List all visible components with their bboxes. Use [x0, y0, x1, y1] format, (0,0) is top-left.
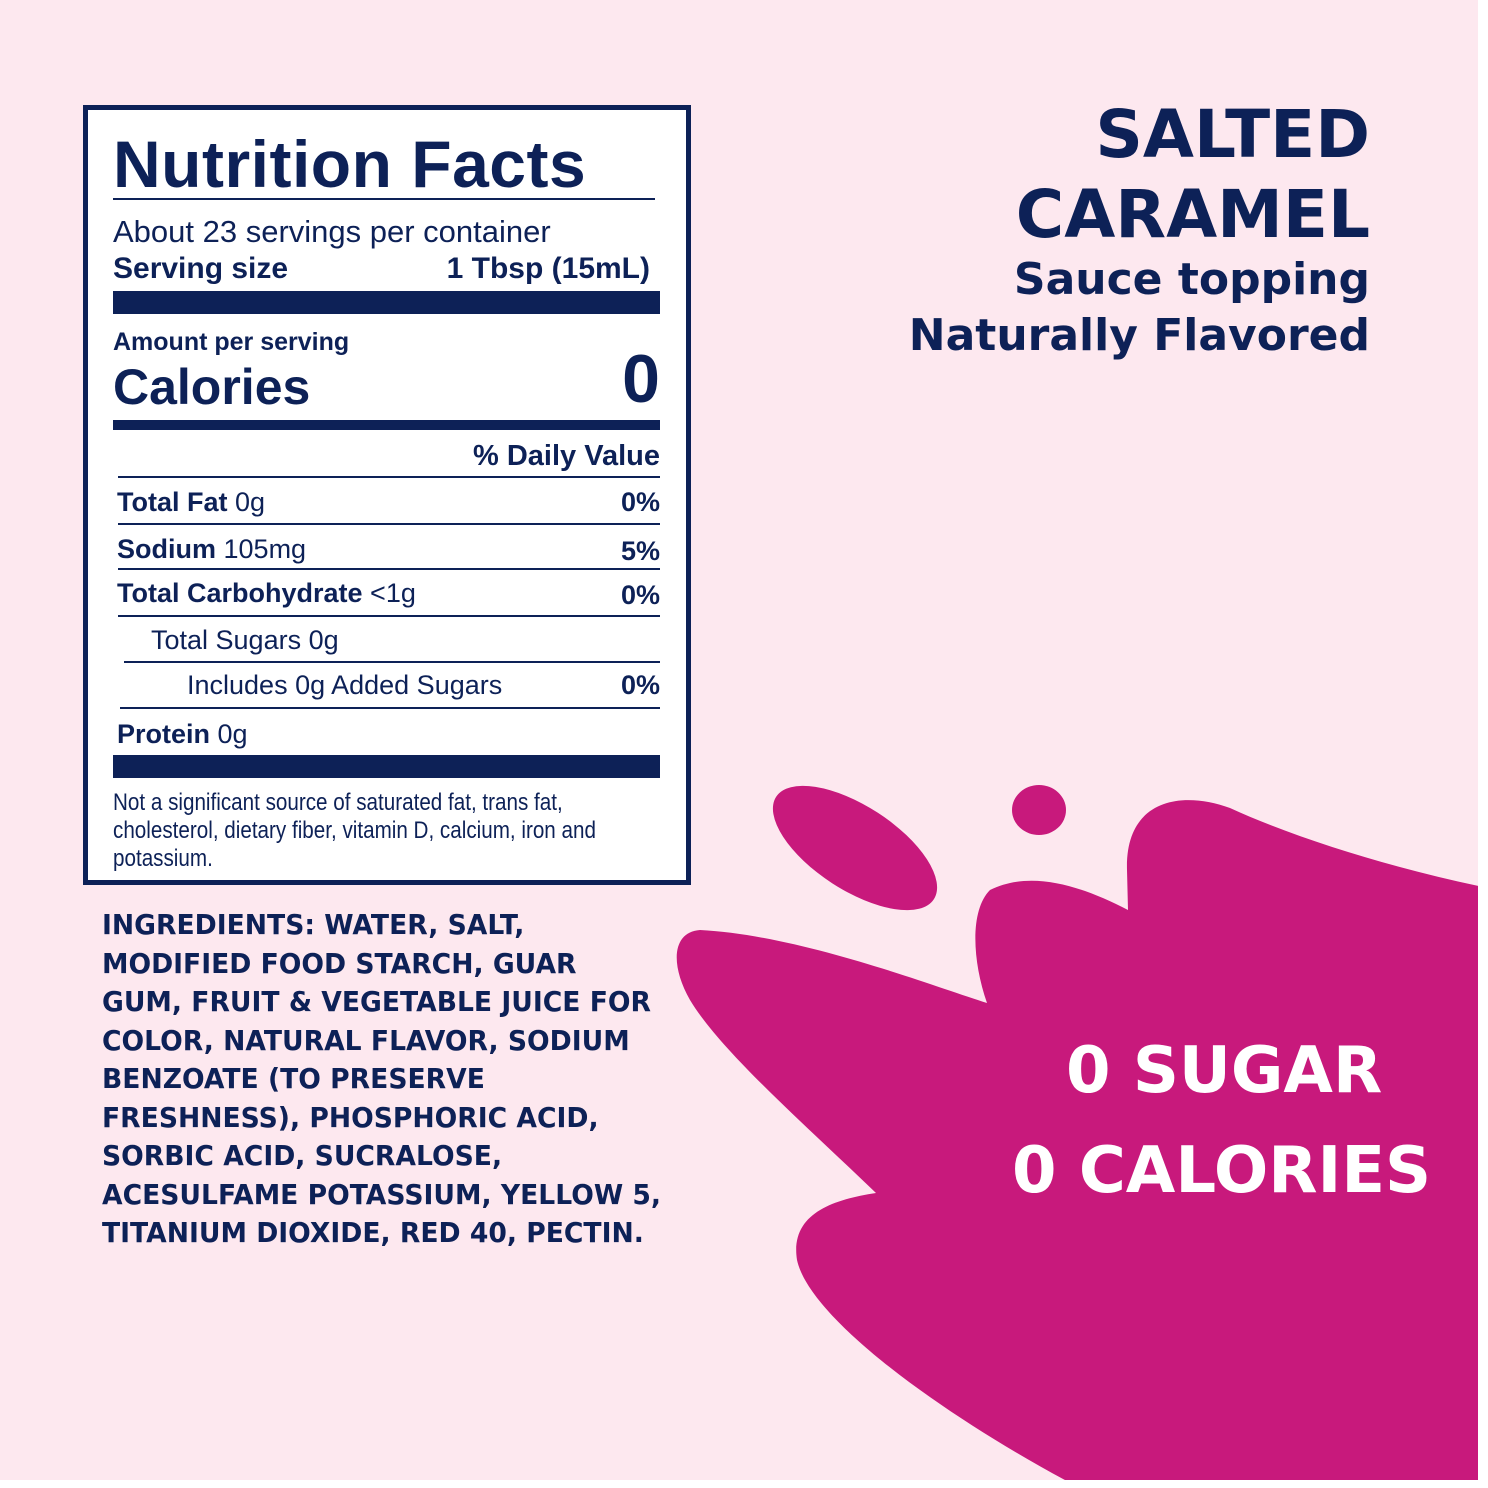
servings-per-container: About 23 servings per container [113, 214, 551, 249]
divider [118, 476, 660, 478]
nutrition-title: Nutrition Facts [113, 127, 587, 201]
divider [113, 198, 655, 200]
serving-size-value: 1 Tbsp (15mL) [446, 252, 650, 285]
divider [120, 707, 660, 709]
nutrient-row-total-carbohydrate: Total Carbohydrate <1g [117, 578, 416, 608]
nutrition-facts-panel: Nutrition Facts About 23 servings per co… [83, 105, 691, 885]
nutrient-row-protein: Protein 0g [117, 719, 248, 749]
claim-zero-sugar: 0 SUGAR [1066, 1034, 1383, 1108]
ingredients-line: GUM, FRUIT & VEGETABLE JUICE FOR [102, 985, 651, 1018]
divider [124, 661, 660, 663]
splash-blob [676, 800, 1478, 1480]
footnote-line: cholesterol, dietary fiber, vitamin D, c… [113, 817, 596, 844]
nutrient-row-sodium: Sodium 105mg [117, 534, 307, 564]
ingredients-line: TITANIUM DIOXIDE, RED 40, PECTIN. [102, 1216, 644, 1249]
calories-label: Calories [113, 359, 311, 415]
product-descriptor: Sauce topping [1013, 254, 1370, 305]
serving-size-label: Serving size [113, 252, 289, 285]
splash-drop-oval [772, 785, 938, 911]
dv-sodium: 5% [620, 536, 660, 566]
ingredients-line: COLOR, NATURAL FLAVOR, SODIUM [102, 1024, 630, 1057]
dv-total-fat: 0% [620, 487, 660, 517]
nutrient-row-total-fat: Total Fat 0g [117, 487, 266, 517]
product-flavor-note: Naturally Flavored [908, 310, 1370, 361]
nutrient-row-added-sugars: Includes 0g Added Sugars [187, 670, 503, 700]
footnote-line: Not a significant source of saturated fa… [113, 789, 563, 816]
thick-divider [113, 755, 660, 778]
daily-value-header: % Daily Value [473, 440, 660, 472]
dv-total-carbohydrate: 0% [620, 580, 660, 610]
footnote-line: potassium. [113, 845, 213, 872]
claim-zero-calories: 0 CALORIES [1012, 1134, 1432, 1208]
ingredients-line: ACESULFAME POTASSIUM, YELLOW 5, [102, 1178, 662, 1211]
ingredients-line: BENZOATE (TO PRESERVE [102, 1062, 485, 1095]
divider [118, 568, 660, 570]
divider [118, 615, 660, 617]
thick-divider [113, 291, 660, 314]
amount-per-serving: Amount per serving [113, 328, 350, 356]
ingredients-line: INGREDIENTS: WATER, SALT, [102, 908, 525, 941]
medium-divider [113, 420, 660, 430]
product-name-line2: CARAMEL [1015, 176, 1370, 253]
nutrient-row-total-sugars: Total Sugars 0g [151, 625, 339, 655]
ingredients-line: SORBIC ACID, SUCRALOSE, [102, 1139, 503, 1172]
ingredients-line: FRESHNESS), PHOSPHORIC ACID, [102, 1101, 599, 1134]
divider [118, 523, 660, 525]
product-name-line1: SALTED [1095, 96, 1370, 173]
dv-added-sugars: 0% [620, 670, 660, 700]
ingredients-line: MODIFIED FOOD STARCH, GUAR [102, 947, 577, 980]
splash-drop-dot [1012, 785, 1066, 835]
calories-value: 0 [622, 341, 660, 417]
